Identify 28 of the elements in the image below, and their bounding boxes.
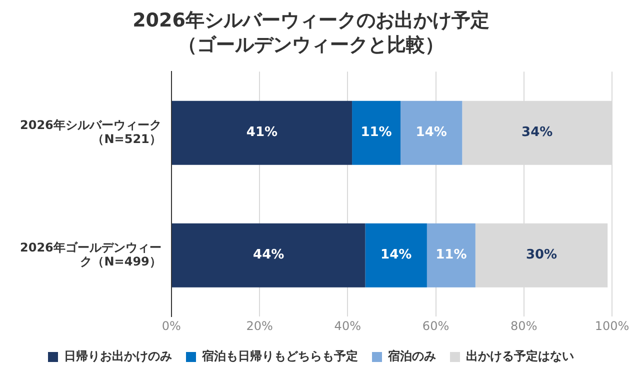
bar: [172, 223, 366, 288]
x-tick-label: 100%: [594, 318, 630, 333]
x-tick-label: 40%: [334, 318, 361, 333]
bar: [400, 100, 462, 165]
legend-label: 出かける予定はない: [466, 349, 574, 364]
bar: [426, 223, 476, 288]
data-label: 30%: [526, 248, 558, 263]
chart-title: 2026年シルバーウィークのお出かけ予定: [132, 9, 490, 32]
bar: [172, 100, 352, 165]
data-label: 34%: [522, 125, 553, 140]
x-tick-label: 20%: [246, 318, 273, 333]
legend-label: 日帰りお出かけのみ: [64, 349, 172, 364]
bar: [365, 223, 427, 288]
legend-label: 宿泊のみ: [387, 349, 436, 364]
data-label: 11%: [360, 125, 392, 140]
data-label: 11%: [436, 248, 467, 263]
x-tick-label: 80%: [510, 318, 538, 333]
legend-label: 宿泊も日帰りもどちらも予定: [201, 349, 358, 364]
data-label: 14%: [380, 248, 412, 263]
chart-subtitle: （ゴールデンウィークと比較）: [178, 34, 444, 56]
bar: [352, 100, 401, 165]
data-label: 41%: [246, 125, 278, 140]
x-tick-label: 60%: [422, 318, 450, 333]
data-label: 14%: [416, 125, 447, 140]
x-tick-label: 0%: [162, 318, 181, 333]
y-tick-label: 2026年ゴールデンウィーク（N=499）: [20, 240, 162, 269]
data-label: 44%: [253, 248, 284, 263]
y-tick-label: 2026年シルバーウィーク（N=521）: [20, 118, 162, 146]
